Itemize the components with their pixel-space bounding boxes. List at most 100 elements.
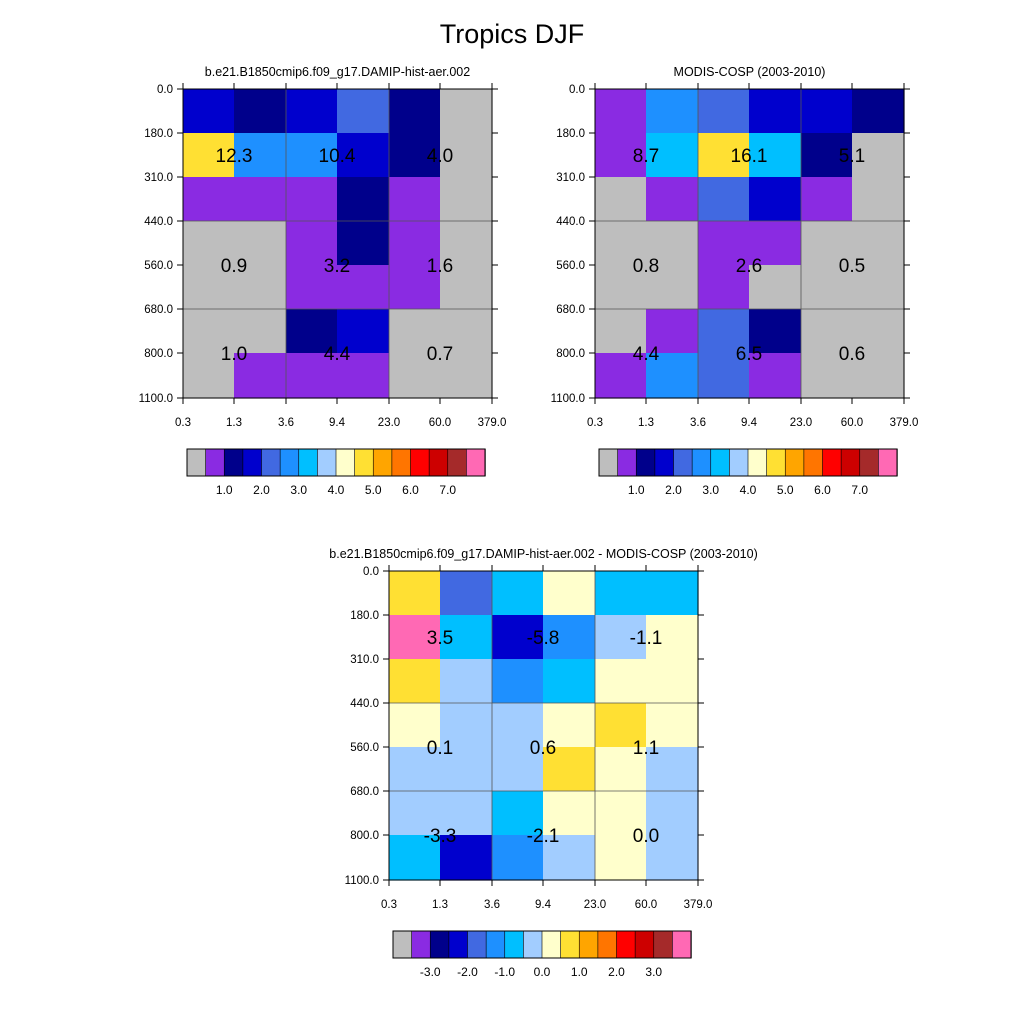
colorbar-label: 1.0 [216, 483, 233, 497]
x-tick-label: 0.3 [175, 417, 191, 429]
heatmap-cell [595, 615, 647, 660]
heatmap-cell [440, 221, 493, 266]
heatmap-cell [749, 221, 802, 266]
y-tick-label: 1100.0 [139, 393, 173, 405]
y-tick-label: 680.0 [350, 786, 379, 798]
heatmap-cell [183, 265, 235, 310]
colorbar-swatch [653, 930, 674, 959]
colorbar-swatch [335, 448, 356, 477]
colorbar-label: 2.0 [253, 483, 270, 497]
colorbar-label: 1.0 [628, 483, 645, 497]
colorbar-swatch [317, 448, 337, 477]
x-tick-label: 60.0 [429, 417, 451, 429]
heatmap-cell [389, 309, 441, 354]
colorbar-label: 4.0 [740, 483, 757, 497]
x-tick-label: 379.0 [890, 417, 919, 429]
heatmap-cell [337, 177, 390, 222]
y-tick-label: 180.0 [350, 610, 379, 622]
heatmap-cell [852, 177, 905, 222]
heatmap-cell [543, 703, 596, 748]
heatmap-cell [646, 221, 699, 266]
y-tick-label: 440.0 [350, 698, 379, 710]
colorbar-swatch [598, 448, 619, 477]
colorbar-swatch [635, 448, 656, 477]
block-value-label: 0.1 [427, 738, 453, 759]
heatmap-cell [698, 353, 750, 399]
heatmap-cell [801, 221, 853, 266]
heatmap-cell [440, 571, 493, 616]
heatmap-cell [595, 221, 647, 266]
colorbar-swatch [372, 448, 393, 477]
colorbar-swatch [242, 448, 263, 477]
heatmap-cell [698, 221, 750, 266]
y-tick-label: 180.0 [144, 128, 173, 140]
block-value-label: 10.4 [319, 146, 356, 167]
y-tick-label: 680.0 [144, 304, 173, 316]
heatmap-cell [543, 791, 596, 836]
x-tick-label: 60.0 [841, 417, 863, 429]
block-value-label: 4.0 [427, 146, 453, 167]
heatmap-cell [389, 659, 441, 704]
panel-observation: MODIS-COSP (2003-2010) 0.0 180.0 310.0 440.0… [551, 65, 919, 497]
heatmap-cell [646, 703, 699, 748]
figure-title: Tropics DJF [440, 19, 585, 49]
colorbar-swatch [597, 930, 618, 959]
colorbar-swatch [691, 448, 712, 477]
heatmap-cell [595, 177, 647, 222]
heatmap-cell [646, 571, 699, 616]
y-tick-label: 800.0 [144, 348, 173, 360]
y-tick-label: 310.0 [556, 172, 585, 184]
colorbar-swatch [429, 930, 450, 959]
block-value-label: 16.1 [731, 146, 768, 167]
colorbar-label: 5.0 [365, 483, 382, 497]
colorbar-swatch [504, 930, 525, 959]
panel-difference: b.e21.B1850cmip6.f09_g17.DAMIP-hist-aer.… [329, 547, 757, 979]
heatmap-cell [389, 791, 441, 836]
colorbar-swatch [261, 448, 281, 477]
y-tick-label: 180.0 [556, 128, 585, 140]
colorbar-frame [186, 448, 486, 477]
heatmap-cell [595, 835, 647, 881]
colorbar-label: 6.0 [402, 483, 419, 497]
block-value-label: 8.7 [633, 146, 659, 167]
y-tick-label: 0.0 [363, 566, 379, 578]
colorbar-swatch [729, 448, 749, 477]
heatmap-cell [698, 177, 750, 222]
colorbar-label: -2.0 [457, 965, 478, 979]
y-tick-label: 0.0 [569, 84, 585, 96]
heatmap-cell [543, 747, 596, 792]
colorbar-label: -1.0 [494, 965, 515, 979]
heatmap-cell [440, 615, 493, 660]
colorbar-swatch [672, 930, 692, 959]
heatmap-cell [646, 747, 699, 792]
colorbar-label: 7.0 [851, 483, 868, 497]
colorbar-swatch [485, 930, 506, 959]
heatmap-cell [646, 835, 699, 881]
colorbar-swatch [617, 448, 637, 477]
block-value-label: -5.8 [527, 628, 560, 649]
colorbar-swatch [223, 448, 244, 477]
block-value-label: 0.8 [633, 256, 659, 277]
heatmap-cell [595, 133, 647, 178]
colorbar-swatch [878, 448, 898, 477]
heatmap-cell [646, 615, 699, 660]
colorbar-swatch [541, 930, 562, 959]
colorbar-swatch [447, 448, 468, 477]
heatmap-cell [183, 89, 235, 134]
x-tick-label: 3.6 [278, 417, 294, 429]
y-tick-label: 560.0 [144, 260, 173, 272]
block-value-label: 0.6 [839, 344, 865, 365]
heatmap-cell [646, 89, 699, 134]
heatmap-cell [595, 747, 647, 792]
y-tick-label: 800.0 [350, 830, 379, 842]
colorbar-swatch [523, 930, 543, 959]
heatmap-cell [801, 353, 853, 399]
colorbar-swatch [392, 930, 413, 959]
heatmap-cell [286, 133, 338, 178]
heatmap-cell [595, 89, 647, 134]
heatmap-cell [440, 747, 493, 792]
x-tick-label: 379.0 [684, 899, 713, 911]
colorbar-swatch [673, 448, 693, 477]
x-tick-label: 0.3 [381, 899, 397, 911]
